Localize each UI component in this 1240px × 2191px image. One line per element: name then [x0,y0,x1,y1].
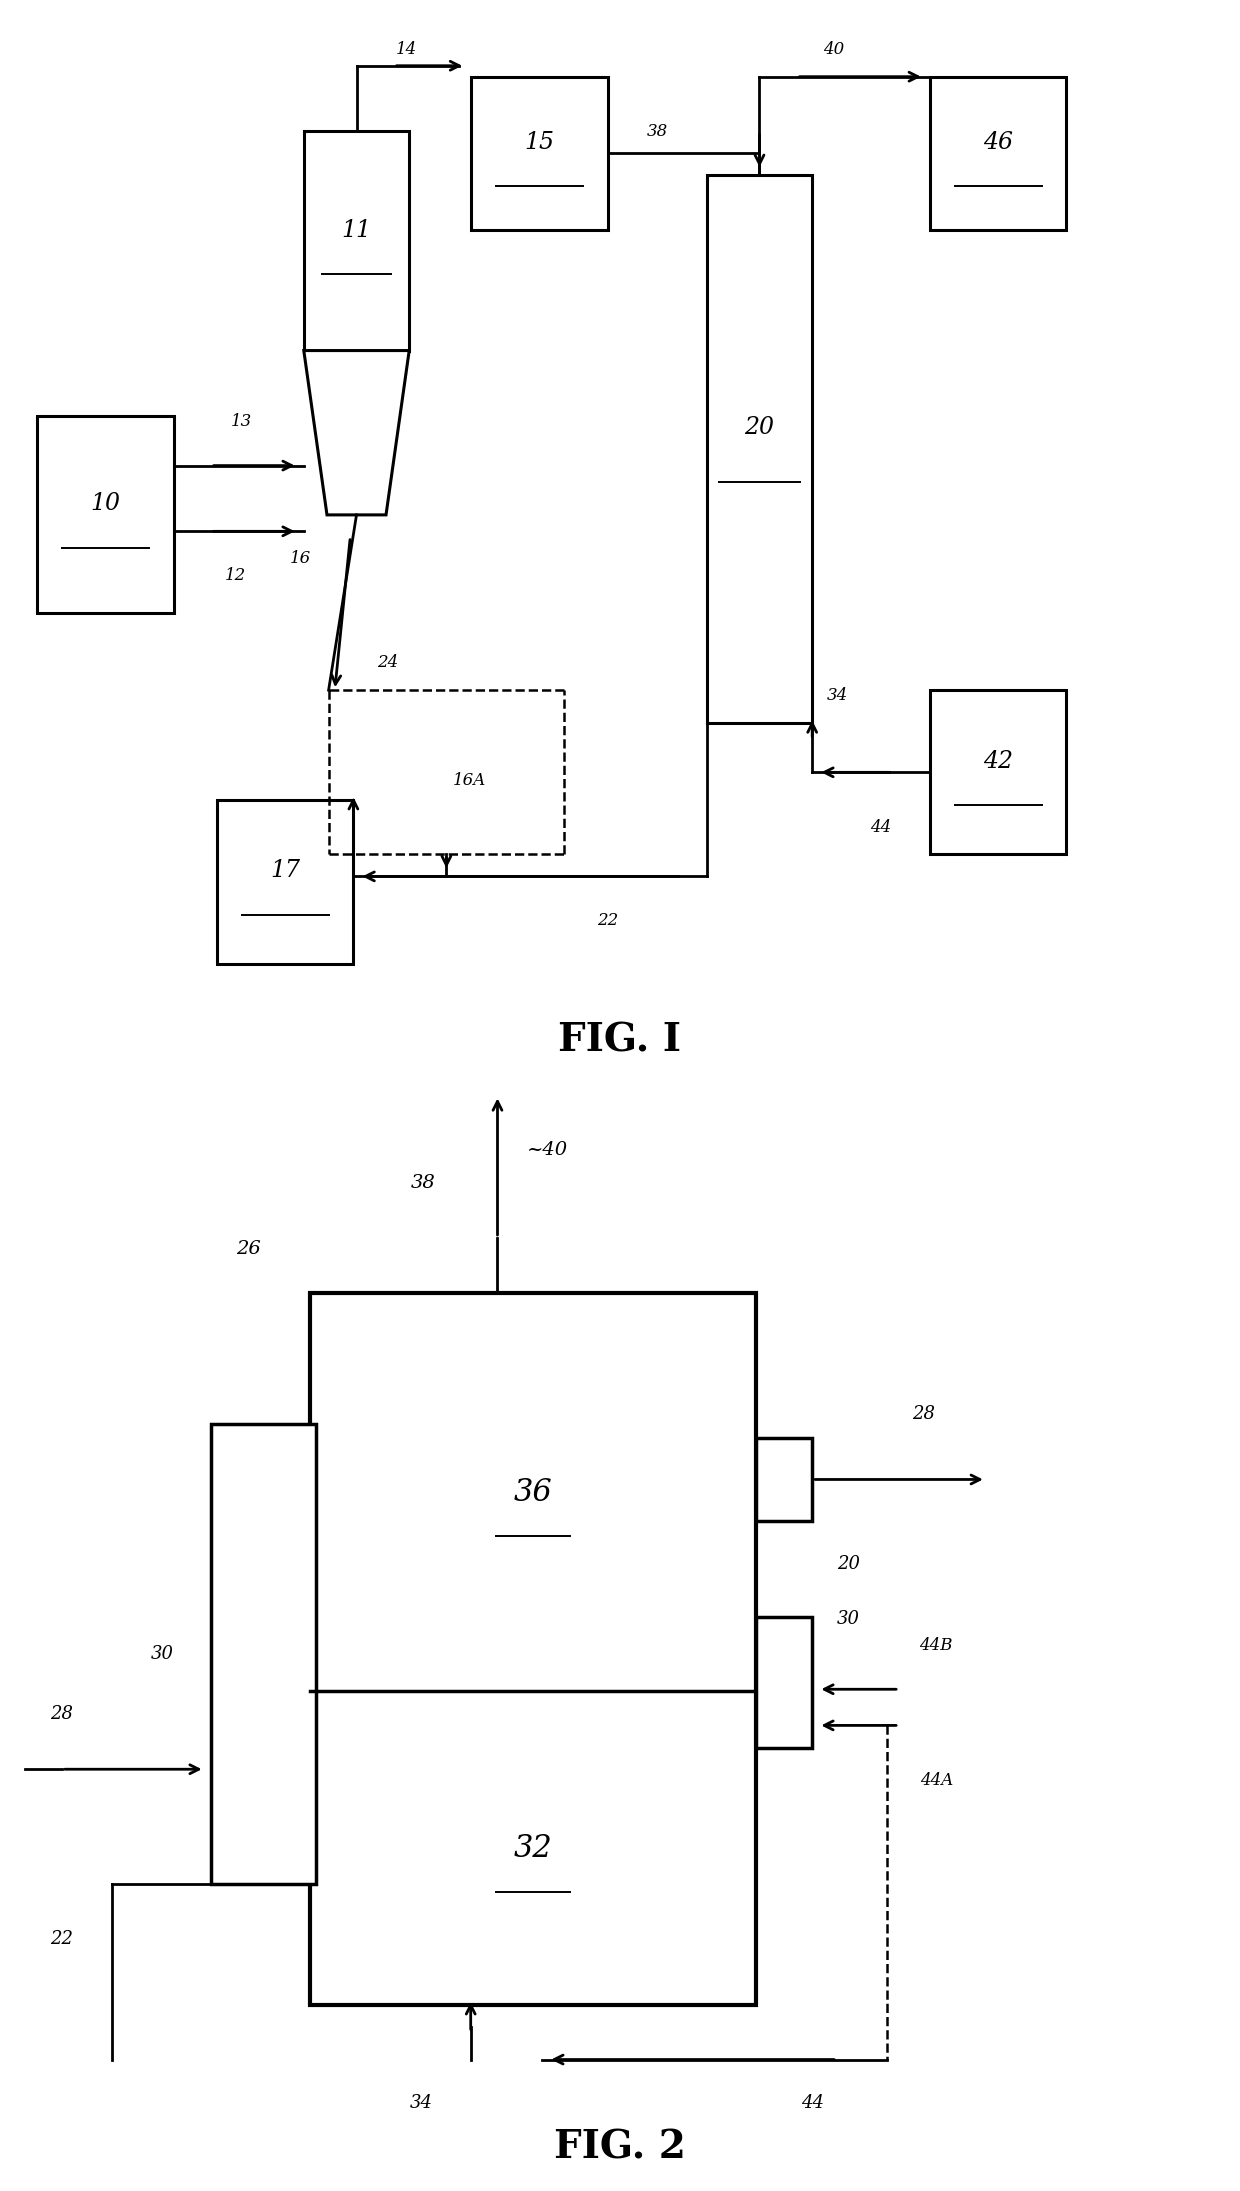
Bar [756,1617,812,1748]
Text: 10: 10 [91,493,120,515]
Bar [310,1293,756,2005]
Text: 16: 16 [290,550,311,567]
Text: 34: 34 [409,2095,433,2112]
Text: 32: 32 [513,1832,553,1865]
Bar [217,800,353,964]
Text: 26: 26 [236,1240,260,1258]
Text: 44B: 44B [919,1637,954,1654]
Text: 20: 20 [837,1556,861,1573]
Text: 28: 28 [913,1404,935,1422]
Text: 12: 12 [224,567,247,583]
Text: 42: 42 [983,749,1013,773]
Text: 16A: 16A [454,771,486,789]
Text: 46: 46 [983,131,1013,153]
Text: 44: 44 [801,2095,823,2112]
Text: 40: 40 [823,42,844,57]
Text: 30: 30 [150,1645,174,1663]
Text: 17: 17 [270,859,300,883]
Text: 11: 11 [341,219,372,241]
Bar [756,1437,812,1521]
Text: 34: 34 [826,688,848,703]
Bar [304,131,409,351]
Text: 15: 15 [525,131,554,153]
Text: ~40: ~40 [527,1142,568,1159]
Text: 44A: 44A [920,1773,952,1788]
Bar [211,1424,316,1884]
Text: 38: 38 [646,123,668,140]
Bar [930,77,1066,230]
Text: 22: 22 [596,911,619,929]
Bar [930,690,1066,854]
Text: FIG. I: FIG. I [558,1021,682,1060]
Text: 14: 14 [396,42,417,57]
Bar [37,416,174,613]
Text: 22: 22 [51,1930,73,1948]
Text: 13: 13 [231,414,253,429]
Text: FIG. 2: FIG. 2 [554,2127,686,2167]
Text: 44: 44 [869,819,892,835]
Text: 28: 28 [51,1705,73,1724]
Text: 24: 24 [377,655,398,670]
Text: 36: 36 [513,1477,553,1507]
Bar [707,175,812,723]
Bar [471,77,608,230]
Text: 20: 20 [744,416,775,438]
Polygon shape [304,351,409,515]
Text: 38: 38 [410,1174,435,1192]
Text: 30: 30 [837,1610,861,1628]
